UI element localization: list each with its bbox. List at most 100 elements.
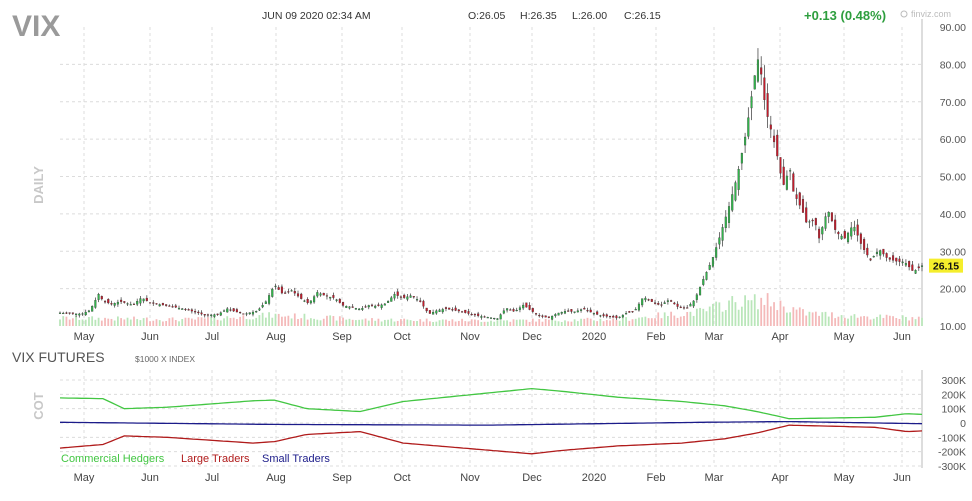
candle-body — [824, 216, 827, 229]
candle-body — [139, 298, 142, 304]
candle-body — [602, 314, 605, 317]
candle-body — [493, 317, 496, 320]
volume-bar — [390, 318, 393, 326]
candle-body — [773, 135, 776, 143]
candle-body — [509, 309, 512, 311]
candle-body — [155, 303, 158, 305]
candle-body — [846, 232, 850, 243]
candle-body — [882, 248, 885, 255]
candle-body — [898, 258, 901, 262]
candle-body — [589, 309, 592, 313]
volume-bar — [695, 308, 698, 326]
candle-body — [666, 300, 669, 302]
volume-bar — [271, 317, 274, 326]
volume-bar — [786, 312, 788, 326]
volume-bar — [387, 319, 389, 326]
candle-body — [808, 221, 811, 223]
price-grid: 90.00 80.00 70.00 60.00 50.00 40.00 30.00 20.00… — [60, 19, 966, 343]
volume-bar — [647, 318, 650, 326]
x-tick-label: Apr — [771, 331, 788, 343]
volume-bar — [200, 317, 203, 326]
volume-bar — [255, 317, 258, 326]
volume-bar — [184, 317, 187, 326]
finviz-logo-icon — [900, 10, 908, 18]
candle-body — [608, 315, 612, 318]
volume-bar — [798, 307, 801, 326]
volume-bar — [670, 311, 673, 326]
candle-body — [914, 270, 917, 274]
volume-bar — [860, 316, 862, 326]
volume-bar — [605, 319, 608, 326]
volume-bar — [901, 315, 904, 326]
candle-body — [885, 253, 888, 258]
cot-x-tick-label: Jul — [205, 472, 219, 484]
volume-bar — [258, 315, 261, 326]
candle-body — [818, 228, 821, 239]
volume-bar — [274, 313, 277, 326]
volume-bar — [892, 316, 894, 326]
volume-bar — [802, 309, 804, 326]
candle-body — [827, 212, 830, 217]
volume-bar — [406, 319, 409, 326]
candle-body — [197, 311, 200, 314]
candle-body — [113, 303, 116, 306]
candle-body — [287, 291, 290, 293]
candle-body — [689, 304, 692, 307]
candle-body — [441, 309, 444, 313]
volume-bar — [62, 316, 65, 326]
candle-body — [811, 219, 814, 222]
candle-body — [554, 314, 557, 317]
volume-bar — [355, 320, 357, 326]
candle-body — [834, 219, 837, 230]
candle-body — [515, 309, 518, 312]
volume-bar — [133, 316, 135, 326]
candle-body — [489, 317, 493, 319]
candle-body — [223, 310, 226, 312]
volume-bar — [326, 315, 328, 326]
candle-body — [830, 212, 833, 222]
volume-bar — [673, 315, 676, 326]
volume-bar — [531, 318, 534, 326]
candle-body — [538, 315, 541, 317]
volume-bar — [779, 300, 782, 326]
candle-body — [396, 291, 399, 296]
volume-bar — [380, 321, 383, 326]
x-tick-label: Sep — [332, 331, 352, 343]
candle-body — [338, 299, 341, 303]
volume-bar — [863, 316, 865, 326]
volume-bar — [747, 300, 750, 326]
candle-body — [65, 312, 68, 314]
candle-body — [380, 304, 383, 308]
volume-bar — [229, 318, 232, 326]
candle-body — [637, 303, 640, 311]
volume-bar — [236, 319, 238, 326]
volume-bar — [319, 320, 322, 326]
volume-bar — [219, 320, 222, 326]
candle-body — [853, 226, 856, 232]
volume-bar — [252, 319, 254, 326]
volume-bar — [734, 302, 737, 326]
volume-bar — [625, 317, 627, 326]
volume-bar — [718, 302, 721, 326]
y-tick-label: 50.00 — [940, 172, 966, 184]
volume-bar — [631, 319, 634, 326]
volume-bar — [448, 320, 451, 326]
candle-body — [621, 314, 624, 318]
candle-body — [261, 305, 264, 308]
volume-bar — [615, 319, 618, 326]
candle-body — [660, 304, 663, 306]
volume-bar — [895, 317, 898, 326]
volume-bar — [692, 315, 695, 326]
candle-body — [348, 306, 351, 309]
cot-grid: 300K 200K 100K 0 -100K -200K -300K May Jun Jul Aug… — [60, 370, 966, 484]
cot-series-line — [60, 420, 923, 426]
candle-body — [567, 310, 570, 312]
volume-bar — [876, 316, 878, 326]
volume-bar — [548, 319, 550, 326]
candle-body — [332, 295, 335, 298]
volume-bar — [474, 319, 476, 326]
candle-body — [663, 302, 666, 304]
candle-body — [605, 314, 608, 317]
candle-body — [737, 169, 740, 190]
